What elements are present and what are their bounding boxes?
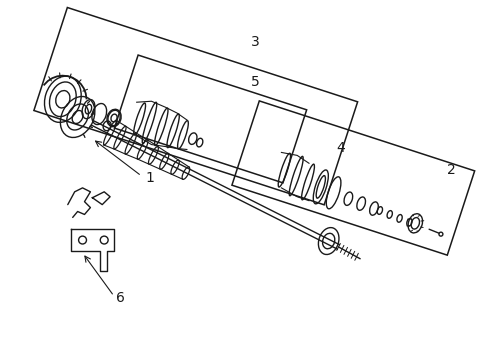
Text: 6: 6 xyxy=(115,291,124,305)
Text: 3: 3 xyxy=(250,35,259,49)
Text: 2: 2 xyxy=(447,163,455,177)
Text: 1: 1 xyxy=(145,171,154,185)
Text: 4: 4 xyxy=(335,141,344,156)
Text: 5: 5 xyxy=(250,75,259,89)
